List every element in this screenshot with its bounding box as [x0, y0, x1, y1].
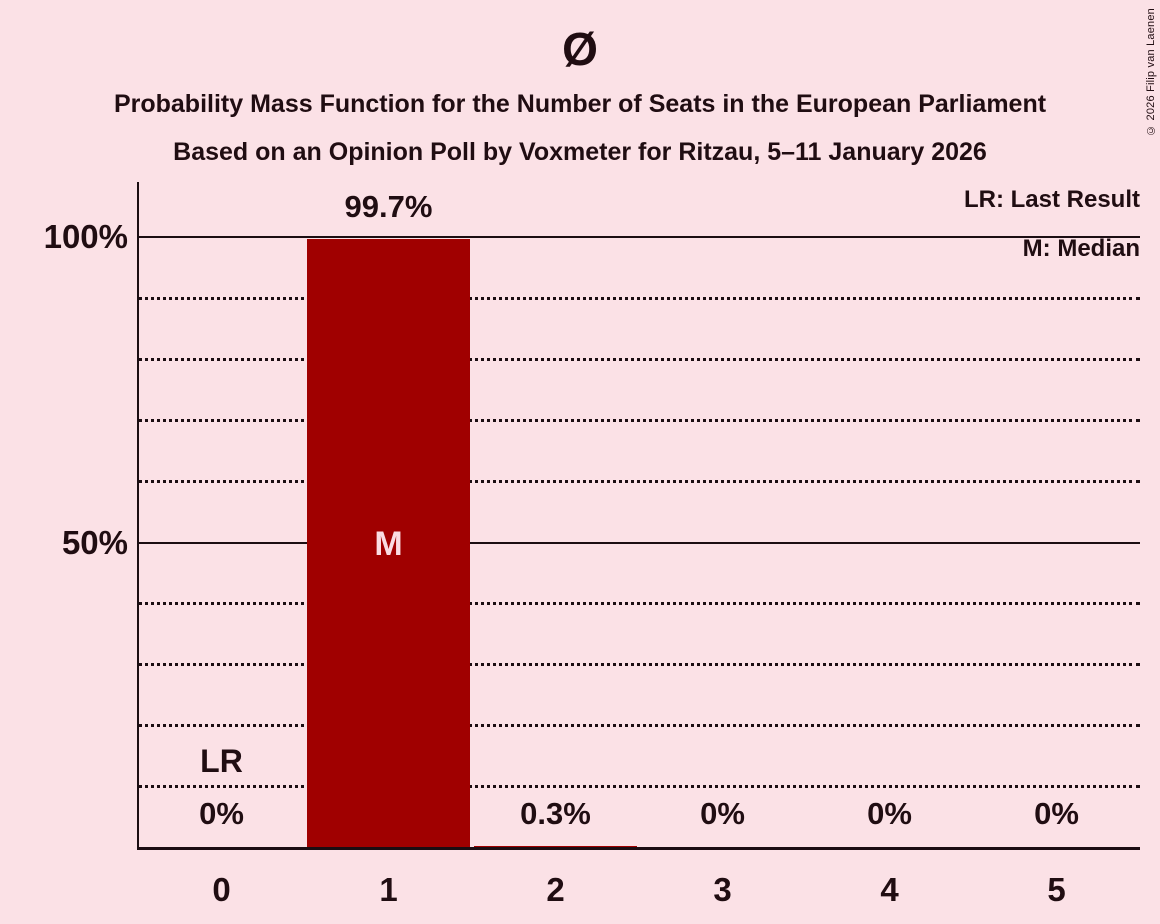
- x-tick-label-4: 4: [880, 871, 899, 908]
- x-tick-label-5: 5: [1047, 871, 1066, 908]
- legend-last-result: LR: Last Result: [963, 186, 1140, 213]
- bar-value-label-0: 0%: [199, 796, 244, 831]
- y-tick-label-100%: 100%: [43, 218, 128, 255]
- gridline-dotted-70: [138, 418, 1140, 422]
- median-marker: M: [374, 525, 403, 563]
- bar-value-label-4: 0%: [867, 796, 912, 831]
- gridline-dotted-10: [138, 785, 1140, 789]
- legend-median: M: Median: [1022, 235, 1140, 262]
- bar-seats-1: [307, 238, 470, 848]
- gridline-dotted-60: [138, 479, 1140, 483]
- gridline-dotted-40: [138, 602, 1140, 606]
- gridline-dotted-90: [138, 296, 1140, 300]
- bar-value-label-5: 0%: [1034, 796, 1079, 831]
- last-result-marker: LR: [200, 743, 243, 779]
- bar-value-label-2: 0.3%: [520, 796, 591, 831]
- gridline-solid-50: [138, 541, 1140, 544]
- y-axis-line: [137, 182, 139, 850]
- gridline-dotted-30: [138, 663, 1140, 667]
- copyright-note: © 2026 Filip van Laenen: [1145, 8, 1157, 136]
- chart-title: Ø: [562, 23, 598, 75]
- gridline-dotted-80: [138, 357, 1140, 361]
- chart-subtitle: Probability Mass Function for the Number…: [113, 90, 1047, 118]
- x-tick-label-3: 3: [713, 871, 732, 908]
- x-tick-label-1: 1: [379, 871, 398, 908]
- x-tick-label-2: 2: [546, 871, 565, 908]
- bar-value-label-3: 0%: [700, 796, 745, 831]
- x-axis-line: [138, 847, 1140, 850]
- bar-value-label-1: 99.7%: [344, 188, 433, 224]
- gridline-solid-100: [138, 236, 1140, 238]
- gridline-dotted-20: [138, 724, 1140, 728]
- poll-details-subtitle: Based on an Opinion Poll by Voxmeter for…: [173, 138, 987, 166]
- x-tick-label-0: 0: [212, 871, 231, 908]
- y-tick-label-50%: 50%: [61, 523, 128, 561]
